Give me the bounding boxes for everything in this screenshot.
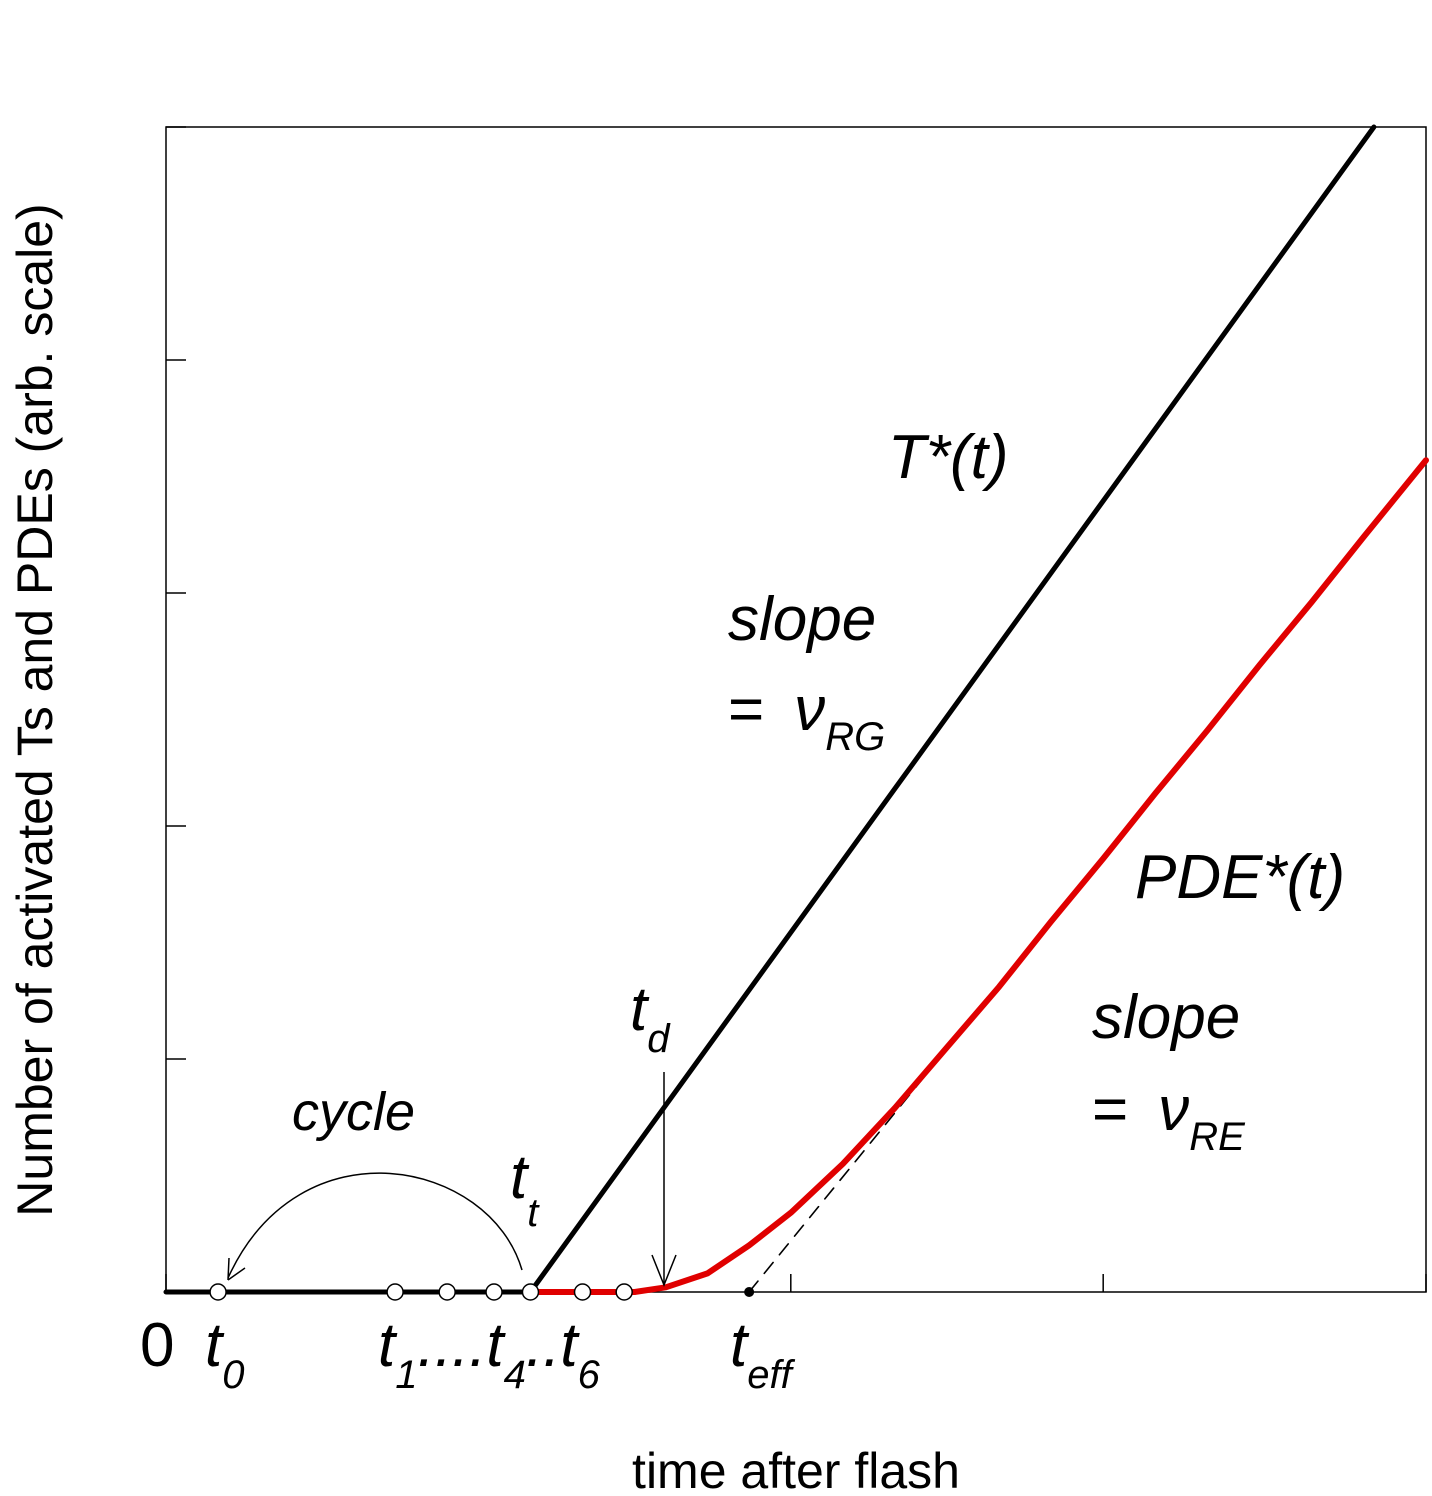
x-label-teff: teff [730, 1311, 796, 1397]
y-axis-ticks [166, 126, 186, 1293]
x-label-t1: t1....t4..t6 [378, 1311, 601, 1397]
event-marker-t3 [485, 1283, 503, 1301]
x-label-dots1: .... [417, 1311, 486, 1380]
t6-sub: 6 [578, 1353, 601, 1397]
x-label-t0: t0 [205, 1311, 244, 1397]
t1-base: t [378, 1311, 398, 1380]
event-markers [209, 1283, 755, 1301]
T-series-label: T*(t) [888, 423, 1009, 492]
x-label-dots2: .. [526, 1311, 560, 1380]
event-marker-t0 [209, 1283, 227, 1301]
event-marker-teff [744, 1287, 755, 1297]
tt-sub: t [527, 1191, 540, 1235]
cycle-arrow-arc [227, 1172, 523, 1279]
x-axis-ticks [165, 1274, 1427, 1292]
slope-RG-word: slope [728, 585, 876, 654]
t4-sub: 4 [504, 1353, 526, 1397]
slope-RE-eq: = νRE [1092, 1075, 1246, 1159]
tt-label: tt [510, 1143, 540, 1235]
event-marker-t6 [615, 1283, 633, 1301]
slope-RG-equals: = [728, 675, 764, 744]
t0-base: t [205, 1311, 225, 1380]
td-base: t [630, 975, 650, 1044]
tt-base: t [510, 1143, 530, 1212]
slope-RE-equals: = [1092, 1075, 1128, 1144]
slope-RG-nu: ν [794, 675, 825, 744]
td-label: td [630, 975, 671, 1061]
event-marker-t2 [438, 1283, 456, 1301]
x-label-zero: 0 [140, 1311, 174, 1380]
slope-RG-eq: = νRG [728, 675, 885, 759]
x-axis-label: time after flash [632, 1443, 960, 1496]
series-PDE-line [527, 457, 1429, 1295]
y-axis-label: Number of activated Ts and PDEs (arb. sc… [7, 203, 63, 1216]
t4-base: t [486, 1311, 506, 1380]
event-marker-t5 [573, 1283, 592, 1301]
cycle-label: cycle [292, 1082, 415, 1142]
event-marker-t1 [386, 1283, 404, 1301]
event-marker-t4 [521, 1283, 540, 1301]
td-sub: d [647, 1017, 671, 1061]
t6-base: t [560, 1311, 580, 1380]
slope-RG-sub: RG [825, 715, 885, 759]
slope-RE-sub: RE [1189, 1115, 1246, 1159]
teff-sub: eff [747, 1353, 795, 1397]
td-arrow-head [651, 1254, 677, 1288]
teff-base: t [730, 1311, 750, 1380]
slope-RE-nu: ν [1158, 1075, 1189, 1144]
slope-RE-word: slope [1092, 983, 1240, 1052]
PDE-series-label: PDE*(t) [1135, 843, 1345, 912]
t1-sub: 1 [395, 1353, 417, 1397]
plot-frame [165, 126, 1427, 1293]
cycle-arrow-head [227, 1257, 246, 1281]
t0-sub: 0 [222, 1353, 244, 1397]
